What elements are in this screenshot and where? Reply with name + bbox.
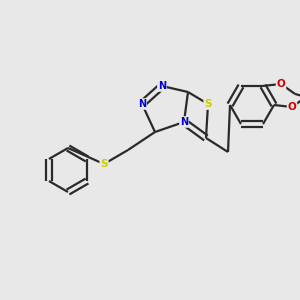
Text: O: O	[277, 79, 285, 89]
Text: S: S	[100, 159, 108, 169]
Text: N: N	[180, 117, 188, 127]
Text: S: S	[204, 99, 212, 109]
Text: O: O	[288, 102, 296, 112]
Text: N: N	[138, 99, 146, 109]
Text: N: N	[158, 81, 166, 91]
